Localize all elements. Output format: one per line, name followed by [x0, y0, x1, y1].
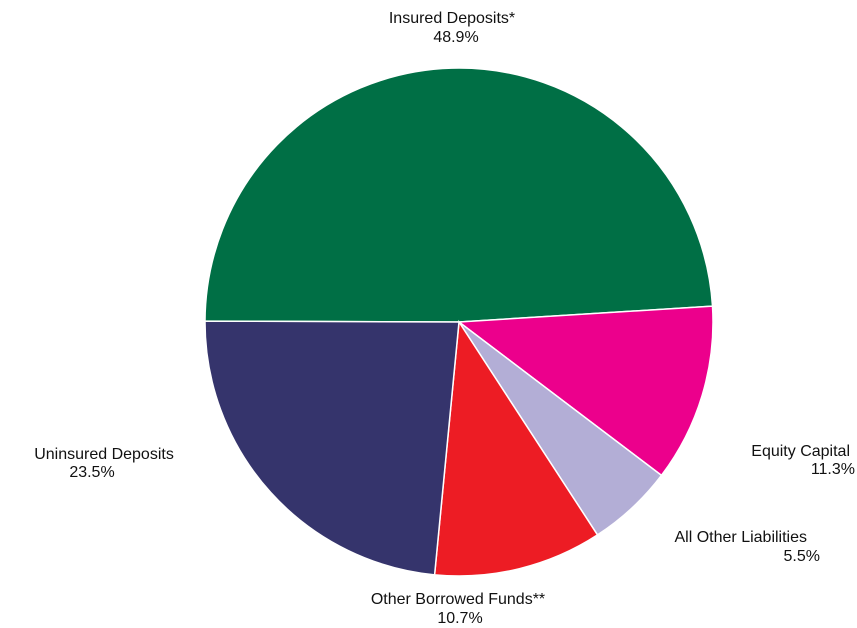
label-all-other-liabilities-value: 5.5%: [784, 548, 820, 565]
label-other-borrowed-funds-name: Other Borrowed Funds**: [371, 591, 545, 608]
label-insured-deposits-value: 48.9%: [433, 29, 478, 46]
label-uninsured-deposits-name: Uninsured Deposits: [34, 446, 174, 463]
pie-slice-insured-deposits: [204, 67, 714, 323]
label-all-other-liabilities-name: All Other Liabilities: [675, 529, 808, 546]
label-uninsured-deposits-value: 23.5%: [69, 464, 114, 481]
pie-slices: [204, 67, 714, 577]
pie-slice-uninsured-deposits: [204, 320, 460, 576]
pie-slice-other-borrowed-funds: [433, 319, 599, 577]
label-equity-capital-value: 11.3%: [811, 461, 855, 478]
pie-slice-equity-capital: [456, 305, 714, 477]
label-other-borrowed-funds-value: 10.7%: [437, 610, 482, 627]
label-equity-capital-name: Equity Capital: [751, 443, 850, 460]
label-insured-deposits-name: Insured Deposits*: [389, 10, 515, 27]
